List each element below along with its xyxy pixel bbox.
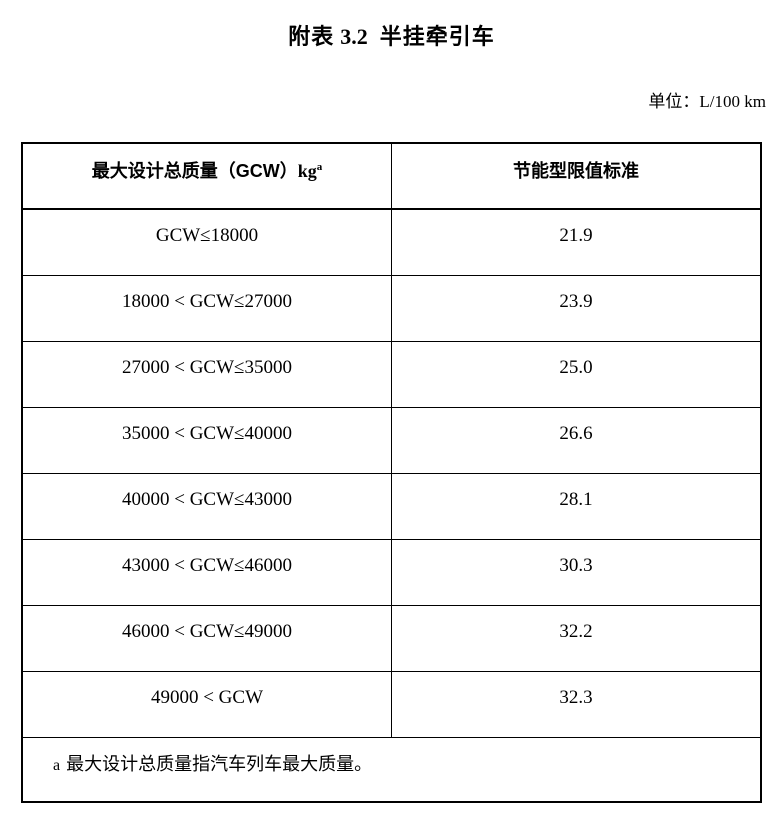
footnote-text: 最大设计总质量指汽车列车最大质量。 [66,754,373,775]
footnote-marker: a [53,757,61,775]
col-header-limit: 节能型限值标准 [391,142,762,210]
limit-value-cell: 32.3 [391,670,762,738]
table-body: GCW≤18000 21.9 18000 < GCW≤27000 23.9 27… [21,208,762,803]
table-row: 27000 < GCW≤35000 25.0 [21,340,762,408]
table-row: 43000 < GCW≤46000 30.3 [21,538,762,606]
limit-header-label: 节能型限值标准 [513,161,639,181]
page-title: 附表 3.2 半挂牵引车 [0,22,783,52]
title-suffix: 半挂牵引车 [379,24,495,49]
table-row: 35000 < GCW≤40000 26.6 [21,406,762,474]
fuel-limit-table: 最大设计总质量（GCW）kga 节能型限值标准 GCW≤18000 21.9 1… [21,142,762,803]
col-header-gcw: 最大设计总质量（GCW）kga [21,142,392,210]
gcw-range-cell: 46000 < GCW≤49000 [21,604,392,672]
limit-value-cell: 26.6 [391,406,762,474]
table-header: 最大设计总质量（GCW）kga 节能型限值标准 [21,142,762,210]
table-row: 49000 < GCW 32.3 [21,670,762,738]
footnote-cell: a 最大设计总质量指汽车列车最大质量。 [21,736,762,803]
gcw-range-cell: GCW≤18000 [21,208,392,276]
header-row: 最大设计总质量（GCW）kga 节能型限值标准 [21,142,762,210]
limit-value-cell: 21.9 [391,208,762,276]
limit-value-cell: 30.3 [391,538,762,606]
limit-value-cell: 32.2 [391,604,762,672]
gcw-range-cell: 27000 < GCW≤35000 [21,340,392,408]
gcw-header-unit: kg [297,161,317,181]
gcw-range-cell: 43000 < GCW≤46000 [21,538,392,606]
unit-line: 单位：L/100 km [0,92,766,112]
footnote-row: a 最大设计总质量指汽车列车最大质量。 [21,736,762,803]
unit-value: L/100 km [699,92,766,111]
title-prefix: 附表 [288,24,335,49]
gcw-header-label: 最大设计总质量（GCW） [91,161,298,181]
table-row: GCW≤18000 21.9 [21,208,762,276]
gcw-header-footnote-marker: a [316,161,323,173]
title-number: 3.2 [340,24,368,49]
gcw-range-cell: 49000 < GCW [21,670,392,738]
table-row: 40000 < GCW≤43000 28.1 [21,472,762,540]
limit-value-cell: 28.1 [391,472,762,540]
gcw-range-cell: 40000 < GCW≤43000 [21,472,392,540]
gcw-range-cell: 18000 < GCW≤27000 [21,274,392,342]
table-row: 46000 < GCW≤49000 32.2 [21,604,762,672]
limit-value-cell: 23.9 [391,274,762,342]
limit-value-cell: 25.0 [391,340,762,408]
table-row: 18000 < GCW≤27000 23.9 [21,274,762,342]
gcw-range-cell: 35000 < GCW≤40000 [21,406,392,474]
unit-label: 单位： [648,92,700,111]
